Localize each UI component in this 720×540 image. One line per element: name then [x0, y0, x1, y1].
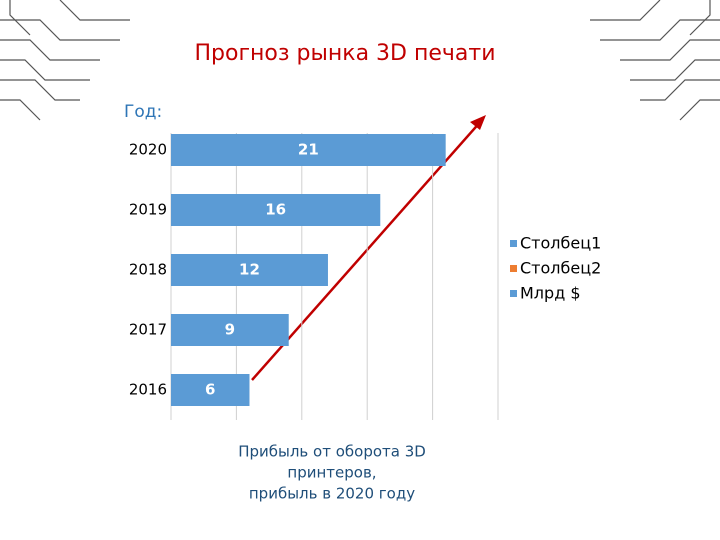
legend-swatch: [510, 240, 517, 247]
bar: [171, 194, 381, 226]
legend-swatch: [510, 265, 517, 272]
y-axis-label: Год:: [124, 102, 162, 122]
bar: [171, 134, 446, 166]
bar: [171, 254, 328, 286]
legend-swatch: [510, 290, 517, 297]
y-tick-label: 2017: [129, 321, 167, 339]
legend-label: Столбец1: [520, 234, 601, 253]
y-tick-label: 2016: [129, 381, 167, 399]
trend-arrowhead: [470, 115, 486, 130]
bar: [171, 314, 289, 346]
caption-line: прибыль в 2020 году: [249, 485, 415, 503]
y-tick-label: 2018: [129, 261, 167, 279]
value-label: 12: [239, 261, 260, 279]
legend-label: Млрд $: [520, 284, 581, 303]
value-label: 9: [225, 321, 235, 339]
caption-line: Прибыль от оборота 3D: [238, 443, 426, 461]
caption: Прибыль от оборота 3D принтеров, прибыль в…: [238, 443, 426, 503]
caption-line: принтеров,: [287, 464, 376, 482]
value-label: 6: [205, 381, 215, 399]
y-tick-label: 2019: [129, 201, 167, 219]
value-label: 16: [265, 201, 286, 219]
circuit-decoration-left: [0, 0, 130, 121]
chart-title: Прогноз рынка 3D печати: [195, 41, 496, 66]
bar: [171, 374, 250, 406]
circuit-decoration-right: [590, 0, 720, 121]
value-label: 21: [298, 141, 319, 159]
y-tick-label: 2020: [129, 141, 167, 159]
legend-label: Столбец2: [520, 259, 601, 278]
